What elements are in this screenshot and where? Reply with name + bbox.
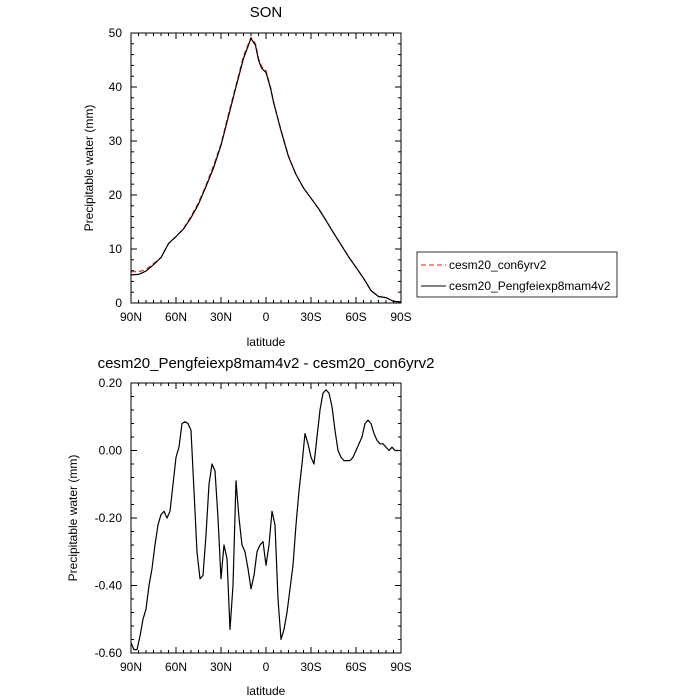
x-tick-label: 60N — [165, 660, 187, 674]
chart-top: SON latitude Precipitable water (mm) 90N… — [82, 4, 412, 349]
series-line-cesm20_con6yrv2 — [131, 36, 402, 303]
legend: cesm20_con6yrv2 cesm20_Pengfeiexp8mam4v2 — [416, 251, 618, 298]
x-axis-label: latitude — [247, 684, 286, 698]
y-axis-label: Precipitable water (mm) — [66, 455, 80, 582]
y-tick-label: -0.40 — [95, 579, 123, 593]
x-tick-label: 90S — [390, 660, 411, 674]
x-tick-label: 0 — [263, 660, 270, 674]
plot-area — [130, 36, 402, 303]
y-tick-label: 0.20 — [99, 376, 123, 390]
legend-label-pengfei: cesm20_Pengfeiexp8mam4v2 — [449, 279, 611, 293]
y-tick-label: 20 — [109, 188, 123, 202]
y-tick-label: 50 — [109, 26, 123, 40]
y-tick-label: -0.60 — [95, 646, 123, 660]
x-tick-label: 90N — [120, 310, 142, 324]
x-tick-label: 30N — [210, 660, 232, 674]
y-tick-label: 30 — [109, 134, 123, 148]
x-tick-label: 60S — [345, 310, 366, 324]
y-tick-label: 0.00 — [99, 444, 123, 458]
axis-ticks — [130, 382, 402, 654]
plot-frame — [130, 32, 402, 304]
x-tick-label: 60S — [345, 660, 366, 674]
chart-title: SON — [250, 4, 283, 21]
x-tick-label: 30N — [210, 310, 232, 324]
y-tick-label: -0.20 — [95, 511, 123, 525]
legend-label-con6yrv2: cesm20_con6yrv2 — [449, 258, 547, 272]
y-axis-label: Precipitable water (mm) — [82, 105, 96, 232]
y-tick-label: 40 — [109, 80, 123, 94]
x-tick-label: 30S — [300, 660, 321, 674]
x-axis-label: latitude — [247, 335, 286, 349]
y-tick-label: 10 — [109, 242, 123, 256]
x-tick-label: 60N — [165, 310, 187, 324]
chart-title: cesm20_Pengfeiexp8mam4v2 - cesm20_con6yr… — [98, 355, 435, 372]
tick-labels: 90N 60N 30N 0 30S 60S 90S -0.60 -0.40 -0.20 0.00 0.… — [95, 376, 412, 674]
series-line-diff-0 — [130, 389, 401, 651]
legend-box — [416, 251, 618, 298]
tick-labels: 90N 60N 30N 0 30S 60S 90S 0 10 20 30 40 50 — [109, 26, 412, 324]
series-line-cesm20_Pengfeiexp8mam4v2 — [130, 37, 402, 303]
x-tick-label: 90N — [120, 660, 142, 674]
x-tick-label: 0 — [263, 310, 270, 324]
plot-area — [130, 389, 401, 651]
y-tick-label: 0 — [115, 296, 122, 310]
x-tick-label: 90S — [390, 310, 411, 324]
plot-frame — [130, 382, 402, 654]
x-tick-label: 30S — [300, 310, 321, 324]
chart-bottom: cesm20_Pengfeiexp8mam4v2 - cesm20_con6yr… — [66, 355, 434, 698]
